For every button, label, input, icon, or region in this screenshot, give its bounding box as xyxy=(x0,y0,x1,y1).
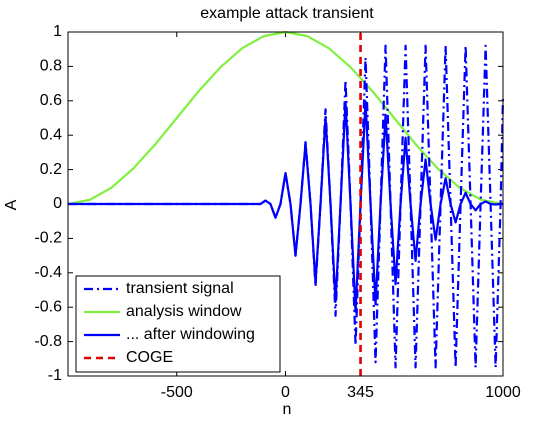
y-tick-label: -1 xyxy=(48,367,62,384)
x-tick-label: 0 xyxy=(281,384,290,401)
y-tick-label: 0.6 xyxy=(40,92,62,109)
y-tick-label: 1 xyxy=(53,23,62,40)
x-tick-label: 1000 xyxy=(485,384,521,401)
y-tick-label: 0 xyxy=(53,195,62,212)
legend-box xyxy=(75,275,281,373)
legend-label: transient signal xyxy=(126,280,234,297)
series-line xyxy=(68,100,503,313)
y-tick-label: 0.2 xyxy=(40,161,62,178)
legend-label: analysis window xyxy=(126,303,242,320)
legend-label: COGE xyxy=(126,349,173,366)
y-tick-label: -0.6 xyxy=(34,298,62,315)
x-tick-label: -500 xyxy=(161,384,193,401)
chart-title: example attack transient xyxy=(200,5,374,22)
y-tick-label: -0.2 xyxy=(34,230,62,247)
y-tick-label: 0.8 xyxy=(40,58,62,75)
x-axis-label: n xyxy=(283,401,292,418)
legend-label: ... after windowing xyxy=(126,326,255,343)
y-axis-label: A xyxy=(3,199,20,210)
x-tick-label: 345 xyxy=(347,384,374,401)
y-tick-label: -0.8 xyxy=(34,333,62,350)
plot-frame xyxy=(67,31,504,377)
y-tick-label: 0.4 xyxy=(40,126,62,143)
y-tick-label: -0.4 xyxy=(34,264,62,281)
